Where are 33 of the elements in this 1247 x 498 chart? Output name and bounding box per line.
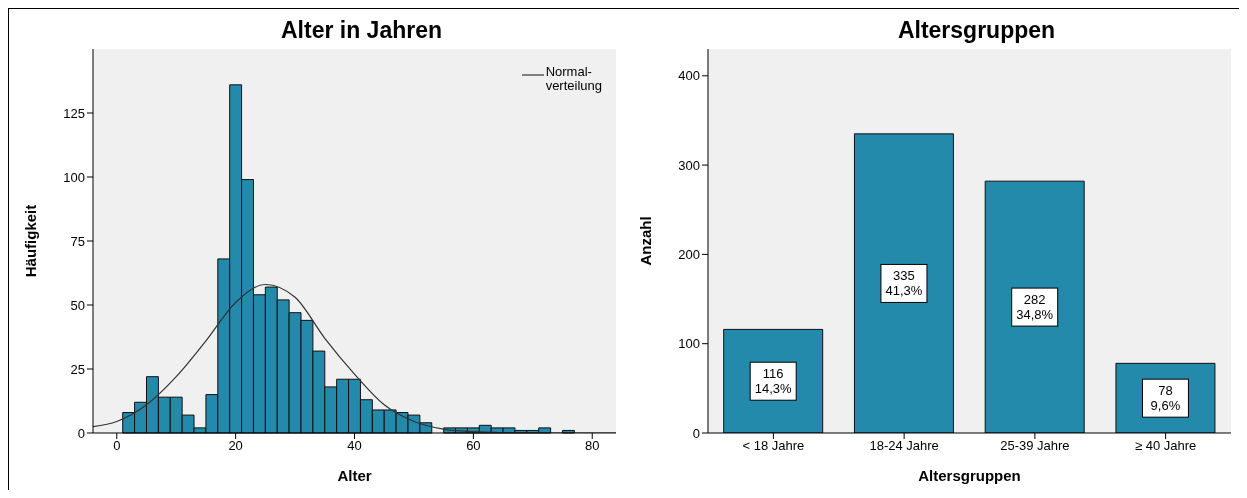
x-axis-title: Altersgruppen [918, 467, 1021, 484]
x-axis-title: Alter [337, 467, 372, 484]
y-tick-label: 100 [63, 169, 85, 185]
y-tick-label: 50 [70, 297, 85, 313]
y-axis-title: Anzahl [637, 216, 655, 266]
y-axis-title: Häufigkeit [22, 204, 40, 278]
y-tick-label: 0 [692, 425, 700, 441]
bar [853, 133, 954, 433]
x-tick-label: 0 [113, 438, 121, 454]
y-tick-label: 75 [70, 233, 85, 249]
x-tick-label: 40 [347, 438, 362, 454]
y-tick-label: 125 [63, 105, 85, 121]
x-tick-label: < 18 Jahre [742, 438, 805, 454]
bar [984, 180, 1085, 433]
x-tick-label: 20 [228, 438, 243, 454]
data-label: 116 14,3% [754, 366, 793, 397]
chart-title: Altersgruppen [896, 17, 1057, 44]
chart-title: Alter in Jahren [279, 17, 443, 44]
y-tick-label: 25 [70, 361, 85, 377]
x-tick-label: 25-39 Jahre [1000, 438, 1070, 454]
y-tick-label: 0 [77, 425, 85, 441]
data-label: 335 41,3% [885, 268, 923, 299]
x-tick-label: 80 [584, 438, 600, 454]
legend-label: Normal- verteilung [545, 64, 602, 93]
data-label: 282 34,8% [1016, 292, 1054, 323]
x-tick-label: 18-24 Jahre [869, 438, 939, 454]
x-tick-label: 60 [466, 438, 481, 454]
x-tick-label: ≥ 40 Jahre [1134, 438, 1197, 454]
data-label: 78 9,6% [1150, 383, 1181, 414]
y-tick-label: 100 [678, 336, 700, 352]
y-tick-label: 400 [678, 68, 700, 84]
y-tick-label: 300 [678, 157, 700, 173]
y-tick-label: 200 [678, 247, 700, 263]
